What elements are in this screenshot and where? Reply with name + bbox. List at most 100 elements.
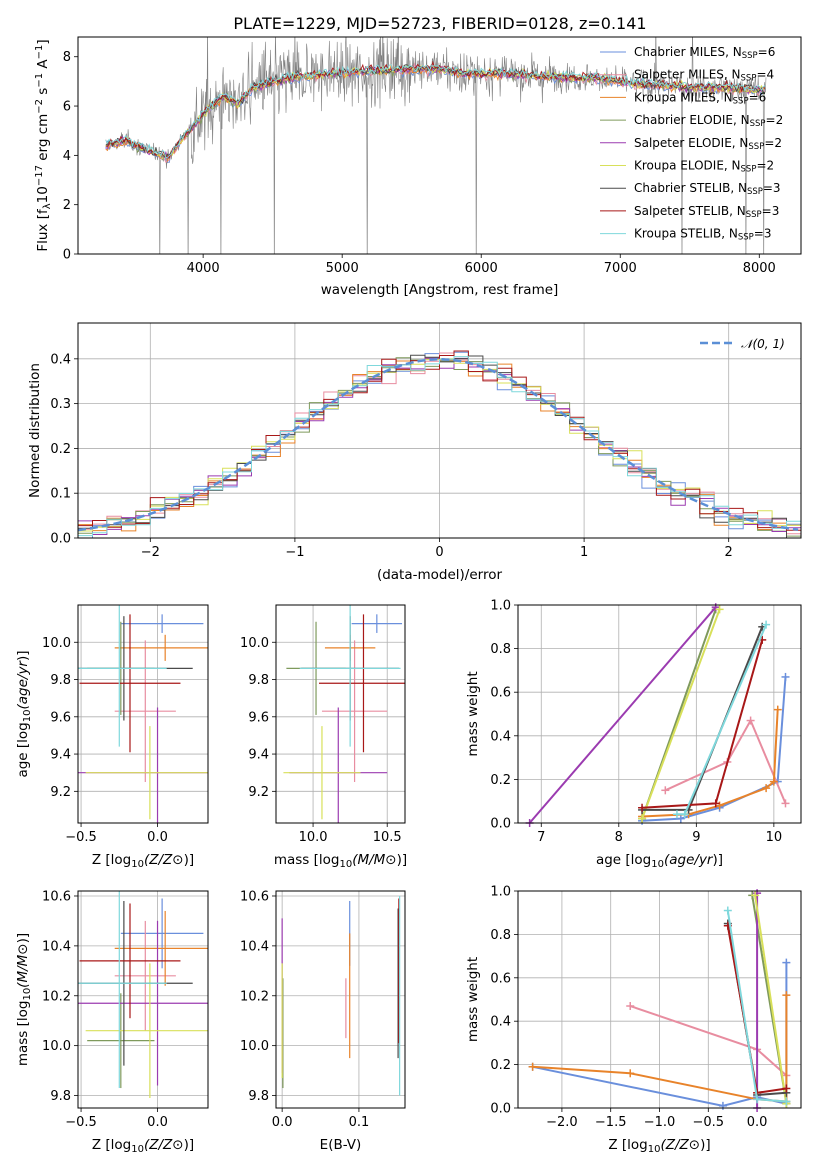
mid: (Z/Z⊙ (660, 1137, 700, 1153)
y-tick-label: 10.4 (42, 939, 71, 954)
figure-title: PLATE=1229, MJD=52723, FIBERID=0128, z=0… (233, 14, 646, 33)
x-tick-label: −2 (141, 545, 160, 560)
x-tick-label: 0 (435, 545, 443, 560)
plot-frame (517, 890, 802, 1109)
y-tick-label: 9.8 (248, 1089, 269, 1104)
x-tick-label: −2.0 (546, 1115, 578, 1130)
y-tick-label: 0.6 (490, 686, 511, 701)
x-tick-label: 10 (766, 830, 783, 845)
y-tick-label: 10.6 (240, 889, 269, 904)
y-tick-label: 0.3 (50, 397, 71, 412)
legend-sub: SSP (741, 165, 757, 175)
legend-entry: 𝒩(0, 1) (741, 337, 785, 351)
x-tick-label: −0.5 (65, 830, 97, 845)
y-tick-label: 4 (63, 149, 71, 164)
weight-line-2 (664, 718, 787, 804)
x-axis-label: Z [log10(Z/Z⊙)] (92, 852, 194, 870)
sub: 10 (339, 859, 352, 870)
y-axis-label: Normed distribution (27, 363, 43, 498)
mid: (M/M⊙ (15, 943, 31, 987)
plot-frame (275, 890, 406, 1109)
x-tick-label: 0.0 (147, 830, 168, 845)
legend: Chabrier MILES, NSSP=6 Salpeter MILES, NS… (600, 45, 783, 243)
x-tick-label: 2 (725, 545, 733, 560)
y-tick-label: 9.8 (50, 1089, 71, 1104)
legend-entry-8: Salpeter STELIB, NSSP=3 (634, 204, 779, 220)
y-tick-label: 8 (63, 50, 71, 65)
y-tick-label: 0.1 (50, 487, 71, 502)
plot-frame (517, 604, 802, 824)
legend-entry-5: Salpeter ELODIE, NSSP=2 (634, 136, 782, 152)
weight-line-8 (642, 639, 764, 809)
x-tick-label: 0.1 (349, 1115, 370, 1130)
y-tick-label: 9.8 (248, 673, 269, 688)
x-axis-label: wavelength [Angstrom, rest frame] (321, 282, 559, 298)
y-label-sub: λ (42, 203, 53, 209)
mid: (Z/Z⊙ (144, 1137, 184, 1153)
y-axis-label: mass weight (465, 957, 481, 1042)
mid: (age/yr (664, 852, 714, 868)
weight-line-5 (528, 606, 717, 824)
y-tick-label: 0.8 (490, 642, 511, 657)
legend-sub: SSP (747, 187, 763, 197)
y-axis-label: mass weight (465, 671, 481, 756)
sub: 10 (22, 988, 33, 1001)
mid: (age/yr (15, 660, 31, 710)
y-tick-label: 6 (63, 100, 71, 115)
x-axis-label: Z [log10(Z/Z⊙)] (608, 1137, 710, 1155)
legend-tail: =4 (756, 68, 774, 82)
post: )] (700, 1137, 711, 1153)
plot-content (281, 895, 401, 1096)
x-axis-label: (data-model)/error (377, 567, 503, 583)
plot-residuals: −2 −1 0 1 2 0.0 0.1 0.2 0.3 0.4 (data-model)/error… (27, 322, 802, 583)
plot-content (105, 37, 767, 254)
post: )] (15, 650, 31, 661)
legend-tail: =2 (764, 136, 782, 150)
plot-content (78, 605, 208, 823)
y-tick-label: 10.0 (42, 1039, 71, 1054)
x-tick-label: 7 (537, 830, 545, 845)
x-tick-label: −0.5 (693, 1115, 725, 1130)
y-tick-label: 10.4 (240, 939, 269, 954)
y-label-part: erg cm (35, 114, 51, 165)
weight-line-6 (754, 895, 788, 1104)
x-tick-label: 0.0 (747, 1115, 768, 1130)
y-tick-label: 10.6 (42, 889, 71, 904)
plot-content (78, 350, 801, 538)
x-tick-label: 0.0 (147, 1115, 168, 1130)
sub: 10 (648, 1144, 661, 1155)
x-tick-label: 1 (580, 545, 588, 560)
y-tick-label: 10.2 (240, 989, 269, 1004)
x-axis-label: Z [log10(Z/Z⊙)] (92, 1137, 194, 1155)
legend-tail: =6 (758, 45, 776, 59)
x-axis-label: age [log10(age/yr)] (596, 852, 723, 870)
legend-entry-2: Salpeter MILES, NSSP=4 (634, 68, 774, 84)
legend-sub: SSP (733, 96, 749, 106)
plot-mass_weight_vs_Z: −2.0 −1.5 −1.0 −0.5 0.0 0.0 0.2 0.4 0.6 0.8 1.0 mas… (465, 885, 802, 1155)
y-tick-label: 0.2 (490, 1058, 511, 1073)
y-axis-label: mass [log10(M/M⊙)] (15, 933, 33, 1066)
y-tick-label: 0.4 (50, 352, 71, 367)
y-axis-label: Flux [fλ10−17 erg cm−2 s−1 A−1] (34, 39, 53, 251)
legend-entry-7: Chabrier STELIB, NSSP=3 (634, 181, 781, 197)
legend-entry-4: Chabrier ELODIE, NSSP=2 (634, 113, 783, 129)
x-tick-label: 0.0 (272, 1115, 293, 1130)
y-label-part: ] (35, 39, 51, 44)
plot-spectrum: 4000 5000 6000 7000 8000 0 2 4 6 8 wavelength [Ang… (34, 36, 802, 298)
y-tick-label: 9.4 (248, 748, 269, 763)
legend-sub: SSP (741, 74, 757, 84)
plot-age_vs_Z: −0.5 0.0 9.2 9.4 9.6 9.8 10.0 Z [log10(Z/Z⊙)] ag… (15, 604, 209, 870)
plot-frame (275, 604, 406, 824)
observed-spectrum (105, 37, 767, 254)
x-tick-label: −0.5 (65, 1115, 97, 1130)
legend-entry-6: Kroupa ELODIE, NSSP=2 (634, 159, 774, 175)
x-tick-label: −1 (285, 545, 304, 560)
y-tick-label: 9.6 (248, 710, 269, 725)
y-tick-label: 0.2 (490, 773, 511, 788)
model-spectrum-9 (105, 64, 766, 159)
y-tick-label: 0.2 (50, 442, 71, 457)
legend-entry-1: Chabrier MILES, NSSP=6 (634, 45, 775, 61)
x-tick-label: 10.5 (373, 830, 402, 845)
y-label-sup: −2 (34, 99, 45, 114)
